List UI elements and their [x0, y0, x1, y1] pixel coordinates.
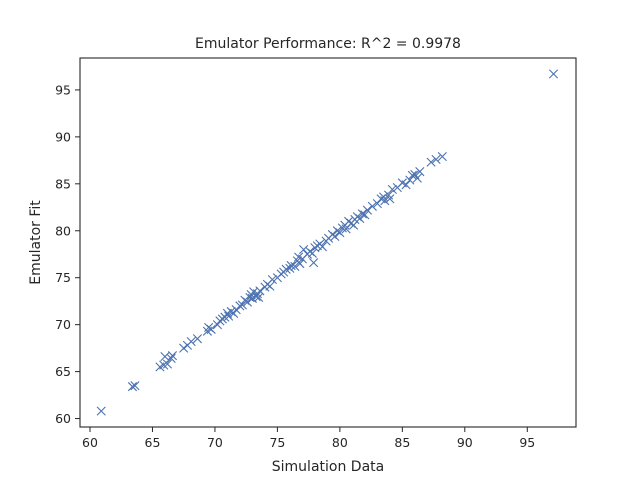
- y-tick-label: 80: [55, 223, 71, 238]
- data-point-marker: [224, 311, 234, 321]
- x-tick-label: 90: [457, 435, 473, 450]
- data-point-marker: [357, 209, 367, 219]
- data-point-marker: [380, 196, 390, 206]
- data-point-marker: [242, 297, 253, 307]
- x-axis-label: Simulation Data: [272, 459, 384, 475]
- x-tick-label: 80: [332, 435, 348, 450]
- data-point-marker: [317, 242, 327, 252]
- data-point-marker: [360, 210, 370, 220]
- chart-title: Emulator Performance: R^2 = 0.9978: [195, 36, 461, 52]
- data-point-marker: [355, 213, 365, 224]
- data-point-marker: [367, 201, 377, 211]
- x-tick-label: 95: [519, 435, 535, 450]
- data-point-marker: [401, 180, 411, 190]
- data-point-marker: [548, 69, 559, 79]
- x-tick-label: 65: [145, 435, 161, 450]
- data-point-marker: [299, 244, 309, 255]
- data-point-marker: [387, 184, 397, 195]
- data-point-marker: [407, 170, 417, 180]
- data-points: [96, 69, 559, 416]
- data-point-marker: [162, 359, 173, 369]
- data-point-marker: [285, 263, 295, 273]
- data-point-marker: [437, 151, 447, 162]
- data-point-marker: [179, 343, 189, 353]
- y-tick-label: 75: [55, 270, 71, 285]
- y-tick-label: 90: [55, 129, 71, 144]
- data-point-marker: [255, 286, 265, 296]
- x-tick-label: 75: [269, 435, 285, 450]
- data-point-marker: [290, 261, 300, 272]
- y-tick-label: 60: [55, 411, 71, 426]
- y-axis-label: Emulator Fit: [28, 200, 44, 285]
- y-tick-label: 65: [55, 364, 71, 379]
- data-point-marker: [426, 157, 436, 167]
- y-tick-label: 95: [55, 82, 71, 97]
- y-axis: 60 65 70 75 80 85 90 95: [55, 82, 80, 426]
- data-point-marker: [127, 382, 138, 392]
- data-point-marker: [415, 167, 425, 177]
- x-axis: 60 65 70 75 80 85 90 95: [82, 427, 535, 450]
- data-point-marker: [286, 260, 296, 271]
- data-point-marker: [166, 353, 176, 364]
- y-tick-label: 70: [55, 317, 71, 332]
- data-point-marker: [167, 351, 178, 361]
- data-point-marker: [385, 194, 395, 204]
- x-tick-label: 60: [82, 435, 98, 450]
- plot-frame: [79, 57, 577, 428]
- data-point-marker: [295, 259, 305, 269]
- data-point-marker: [335, 228, 345, 238]
- x-tick-label: 70: [207, 435, 223, 450]
- data-point-marker: [237, 300, 248, 310]
- data-point-marker: [431, 154, 441, 164]
- data-point-marker: [330, 231, 340, 241]
- data-point-marker: [192, 334, 203, 344]
- data-point-marker: [206, 324, 216, 334]
- data-point-marker: [251, 291, 261, 302]
- data-point-marker: [130, 381, 140, 391]
- data-point-marker: [309, 258, 319, 268]
- data-point-marker: [281, 264, 291, 274]
- data-point-marker: [96, 406, 106, 416]
- data-point-marker: [186, 336, 196, 347]
- y-tick-label: 85: [55, 176, 71, 191]
- data-point-marker: [265, 281, 275, 291]
- data-point-marker: [159, 360, 169, 370]
- x-tick-label: 85: [394, 435, 410, 450]
- data-point-marker: [267, 274, 277, 285]
- data-point-marker: [362, 205, 372, 215]
- data-point-marker: [307, 248, 317, 258]
- data-point-marker: [412, 173, 422, 183]
- data-point-marker: [160, 351, 170, 362]
